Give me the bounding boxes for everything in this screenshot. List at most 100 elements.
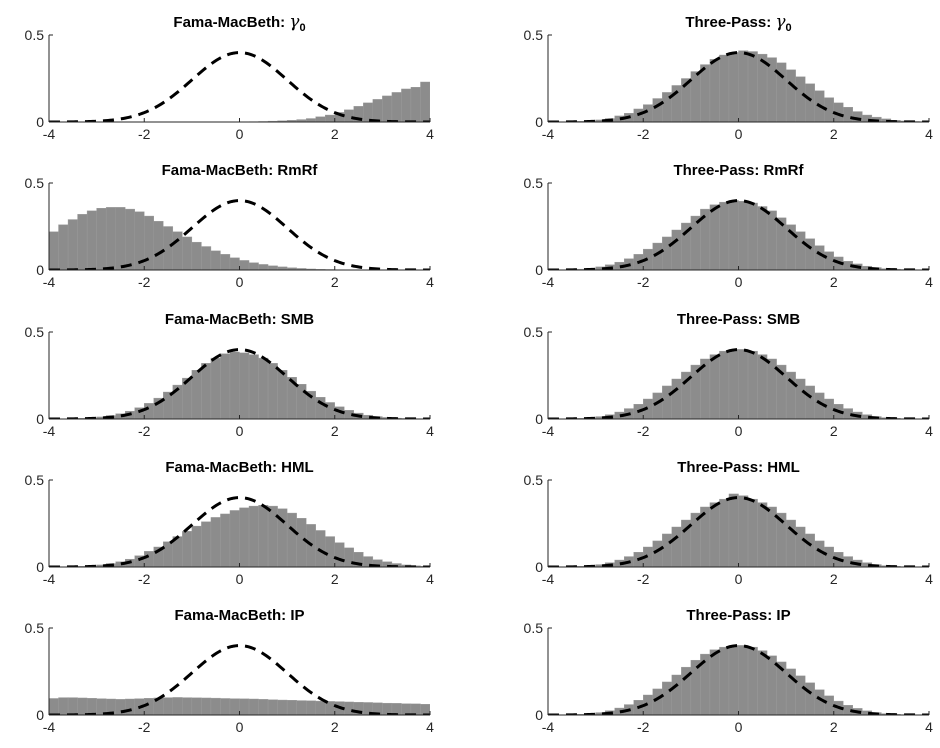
subplot-title: Fama-MacBeth: HML xyxy=(165,459,313,476)
subplot-6: -4 -2 0 2 4 0 0.5 Three-Pass: SMB xyxy=(524,311,934,439)
histogram-bars xyxy=(49,207,364,270)
y-tick-label: 0 xyxy=(535,707,543,723)
histogram-bar xyxy=(652,540,663,567)
y-tick-label: 0 xyxy=(36,559,44,575)
histogram-bar xyxy=(286,512,297,567)
x-tick-label: -2 xyxy=(637,126,650,142)
histogram-bar xyxy=(201,246,212,270)
histogram-bar xyxy=(239,698,250,715)
title-prefix: Fama-MacBeth: xyxy=(173,14,289,31)
normal-pdf-line xyxy=(548,348,929,419)
subplot-title: Fama-MacBeth: γ0 xyxy=(173,12,305,34)
normal-pdf-line xyxy=(49,348,430,419)
histogram-bar xyxy=(814,245,825,270)
histogram-bar xyxy=(738,495,749,567)
histogram-bar xyxy=(115,207,126,270)
x-tick-label: -4 xyxy=(43,719,56,735)
normal-pdf-line xyxy=(49,644,430,715)
histogram-bar xyxy=(719,201,730,270)
histogram-bar xyxy=(86,210,97,270)
histogram-bar xyxy=(267,699,278,715)
histogram-bar xyxy=(709,649,720,715)
histogram-bar xyxy=(305,700,316,715)
x-tick-label: 4 xyxy=(426,423,434,439)
x-tick-label: 0 xyxy=(735,126,743,142)
y-tick-label: 0 xyxy=(36,114,44,130)
histogram-bar xyxy=(795,76,806,122)
histogram-bar xyxy=(144,698,154,715)
histogram-bar xyxy=(334,542,345,567)
histogram-bar xyxy=(757,650,768,715)
x-tick-label: 0 xyxy=(236,719,244,735)
histogram-bar xyxy=(49,231,59,270)
subplot-7: -4 -2 0 2 4 0 0.5 Fama-MacBeth: HML xyxy=(25,459,435,587)
x-tick-label: -2 xyxy=(138,126,151,142)
histogram-bar xyxy=(96,208,107,270)
x-tick-label: -2 xyxy=(637,571,650,587)
title-subscript: 0 xyxy=(299,22,305,34)
histogram-bar xyxy=(191,525,202,567)
histogram-bar xyxy=(296,384,307,419)
histogram-bars xyxy=(557,200,929,270)
histogram-bar xyxy=(344,701,354,715)
x-tick-label: -4 xyxy=(43,423,56,439)
histogram-bar xyxy=(747,498,758,567)
histogram-bar xyxy=(795,231,806,270)
histogram-bar xyxy=(67,697,78,715)
x-tick-label: -2 xyxy=(138,719,151,735)
y-tick-label: 0.5 xyxy=(524,175,544,191)
histogram-bar xyxy=(843,107,854,122)
x-tick-label: -2 xyxy=(138,274,151,290)
x-tick-label: 4 xyxy=(426,126,434,142)
x-tick-label: 4 xyxy=(925,423,933,439)
histogram-bar xyxy=(315,397,326,419)
histogram-bar xyxy=(690,659,701,715)
histogram-bar xyxy=(172,697,183,715)
histogram-bars xyxy=(557,645,920,715)
histogram-bar xyxy=(410,703,421,715)
histogram-bar xyxy=(738,201,749,270)
histogram-bar xyxy=(182,236,193,270)
x-tick-label: 4 xyxy=(925,274,933,290)
histogram-bar xyxy=(391,92,402,122)
histogram-bar xyxy=(814,689,825,715)
x-tick-label: 0 xyxy=(236,126,244,142)
x-tick-label: -4 xyxy=(542,274,555,290)
y-tick-label: 0.5 xyxy=(25,175,45,191)
x-tick-label: 2 xyxy=(331,126,339,142)
histogram-bar xyxy=(728,349,739,419)
normal-pdf-line xyxy=(548,51,929,122)
histogram-bar xyxy=(709,59,720,122)
histogram-bar xyxy=(144,551,154,567)
histogram-bar xyxy=(382,95,393,122)
histogram-bar xyxy=(824,546,834,567)
histogram-bar xyxy=(671,229,682,270)
x-tick-label: 0 xyxy=(735,719,743,735)
histogram-bar xyxy=(124,208,135,270)
histogram-bar xyxy=(315,700,326,715)
x-tick-label: 2 xyxy=(830,126,838,142)
histogram-bar xyxy=(258,357,269,419)
subplot-title: Three-Pass: HML xyxy=(677,459,800,476)
title-prefix: Three-Pass: xyxy=(685,14,775,31)
histogram-bar xyxy=(210,517,221,567)
subplot-10: -4 -2 0 2 4 0 0.5 Three-Pass: IP xyxy=(524,607,934,735)
normal-pdf-line xyxy=(49,51,430,122)
histogram-bar xyxy=(824,251,834,270)
histogram-bar xyxy=(671,378,682,419)
histogram-bar xyxy=(728,200,739,270)
y-tick-label: 0 xyxy=(535,411,543,427)
histogram-bar xyxy=(258,264,269,270)
histogram-bar xyxy=(738,349,749,419)
histogram-bar xyxy=(258,505,269,567)
histogram-bar xyxy=(824,398,834,419)
title-subscript: 0 xyxy=(786,22,792,34)
y-tick-label: 0.5 xyxy=(524,324,544,340)
histogram-bar xyxy=(182,697,193,715)
histogram-bar xyxy=(220,698,231,715)
histogram-bar xyxy=(210,250,221,270)
histogram-bar xyxy=(662,681,673,715)
histogram-bar xyxy=(671,526,682,567)
y-tick-label: 0.5 xyxy=(524,472,544,488)
